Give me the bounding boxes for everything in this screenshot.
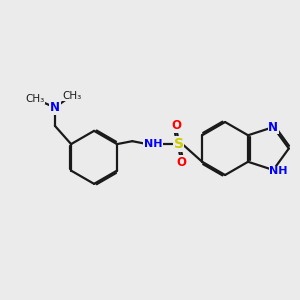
Text: O: O [176, 156, 186, 169]
Text: NH: NH [269, 167, 288, 176]
Text: S: S [173, 137, 184, 151]
Text: N: N [268, 121, 278, 134]
Text: N: N [50, 101, 60, 114]
Text: O: O [171, 119, 181, 132]
Text: CH₃: CH₃ [63, 91, 82, 100]
Text: CH₃: CH₃ [26, 94, 45, 104]
Text: NH: NH [144, 139, 162, 149]
